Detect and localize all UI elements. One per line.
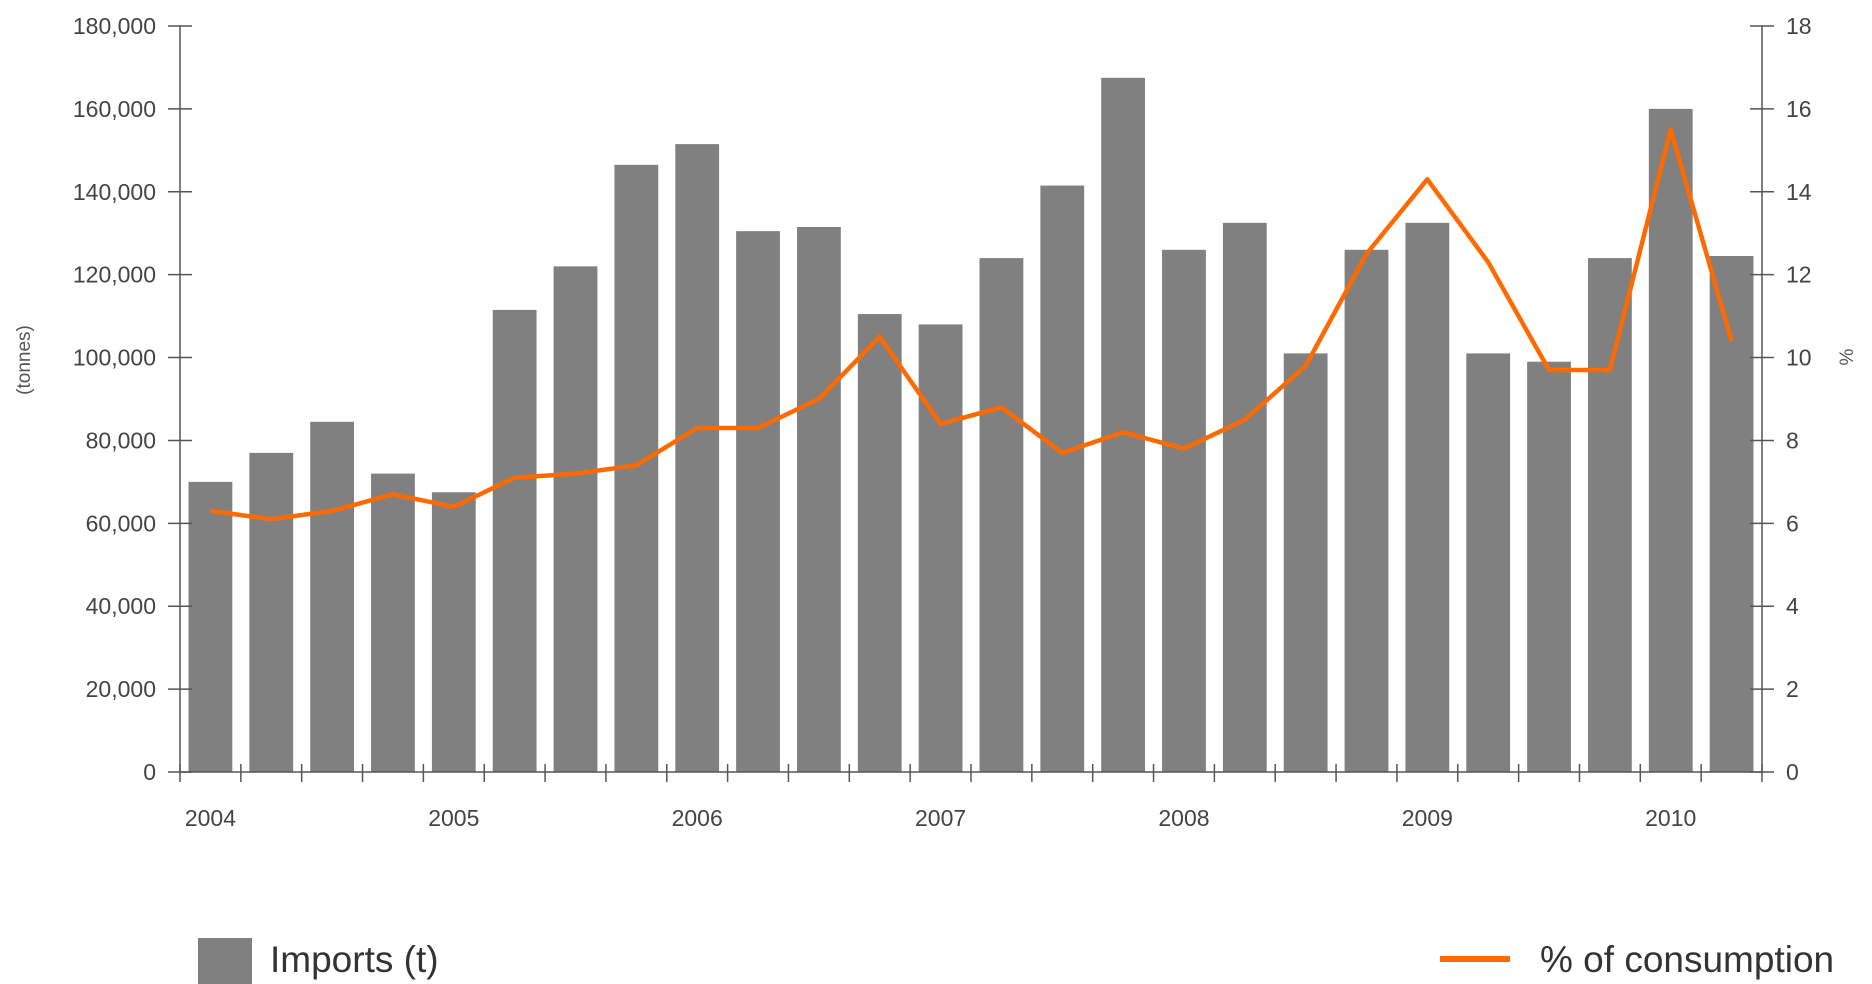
imports-bar (310, 421, 355, 772)
left-y-tick-label: 180,000 (73, 13, 156, 39)
imports-bar (1162, 249, 1206, 773)
right-y-tick-label: 18 (1786, 13, 1812, 39)
x-tick-label: 2005 (428, 805, 479, 831)
x-tick-label: 2004 (185, 805, 236, 831)
x-tick-label: 2008 (1158, 805, 1209, 831)
left-y-tick-label: 160,000 (73, 96, 156, 122)
left-y-tick-label: 60,000 (86, 510, 156, 536)
legend-bar-label: Imports (t) (270, 939, 439, 980)
left-y-tick-label: 20,000 (86, 676, 156, 702)
imports-bar (1527, 361, 1571, 772)
left-y-tick-label: 100,000 (73, 345, 156, 371)
imports-bar (675, 144, 720, 772)
right-y-tick-label: 12 (1786, 262, 1812, 288)
left-y-tick-label: 80,000 (86, 427, 156, 453)
x-tick-label: 2010 (1645, 805, 1696, 831)
right-y-tick-label: 16 (1786, 96, 1812, 122)
imports-bar (249, 452, 294, 772)
imports-bar (1405, 222, 1450, 773)
left-y-tick-label: 140,000 (73, 179, 156, 205)
x-tick-label: 2009 (1402, 805, 1453, 831)
right-y-tick-label: 6 (1786, 510, 1799, 536)
x-tick-label: 2007 (915, 805, 966, 831)
imports-bar (188, 481, 233, 772)
left-axis-title: (tonnes) (14, 325, 35, 395)
right-y-tick-label: 4 (1786, 593, 1799, 619)
line-layer (210, 127, 1734, 522)
axes-layer (168, 25, 1774, 782)
imports-bar (1466, 353, 1511, 772)
right-y-tick-label: 14 (1786, 179, 1812, 205)
imports-bar (1040, 185, 1085, 773)
imports-bar (1709, 256, 1754, 772)
right-y-tick-label: 8 (1786, 427, 1799, 453)
imports-bar (796, 227, 841, 772)
imports-bar (979, 258, 1024, 773)
legend-line-label: % of consumption (1540, 939, 1834, 980)
imports-bar (1587, 258, 1632, 773)
imports-bar (553, 266, 598, 772)
imports-bar (1101, 77, 1146, 773)
right-y-tick-label: 10 (1786, 345, 1812, 371)
legend-bar-swatch (198, 938, 252, 984)
right-y-tick-label: 0 (1786, 759, 1799, 785)
imports-bar (1222, 222, 1267, 773)
imports-bar (1648, 108, 1693, 772)
consumption-line (210, 127, 1734, 522)
imports-bar (1344, 249, 1389, 773)
imports-bar (492, 309, 537, 772)
left-y-tick-label: 0 (143, 759, 156, 785)
imports-bar (371, 473, 415, 772)
imports-bar (1283, 353, 1328, 772)
imports-bar (857, 314, 902, 772)
labels-layer: 0 20,000 40,000 60,000 80,000 100,000 120,000 1… (73, 13, 1812, 831)
imports-bar (736, 231, 780, 772)
legend: Imports (t) % of consumption (198, 938, 1834, 984)
left-y-tick-label: 120,000 (73, 262, 156, 288)
right-axis-title: % (1837, 348, 1858, 365)
x-tick-label: 2006 (672, 805, 723, 831)
left-y-tick-label: 40,000 (86, 593, 156, 619)
imports-bar (431, 492, 476, 772)
right-y-tick-label: 2 (1786, 676, 1799, 702)
bars-layer (188, 77, 1754, 773)
imports-bar (918, 324, 963, 772)
